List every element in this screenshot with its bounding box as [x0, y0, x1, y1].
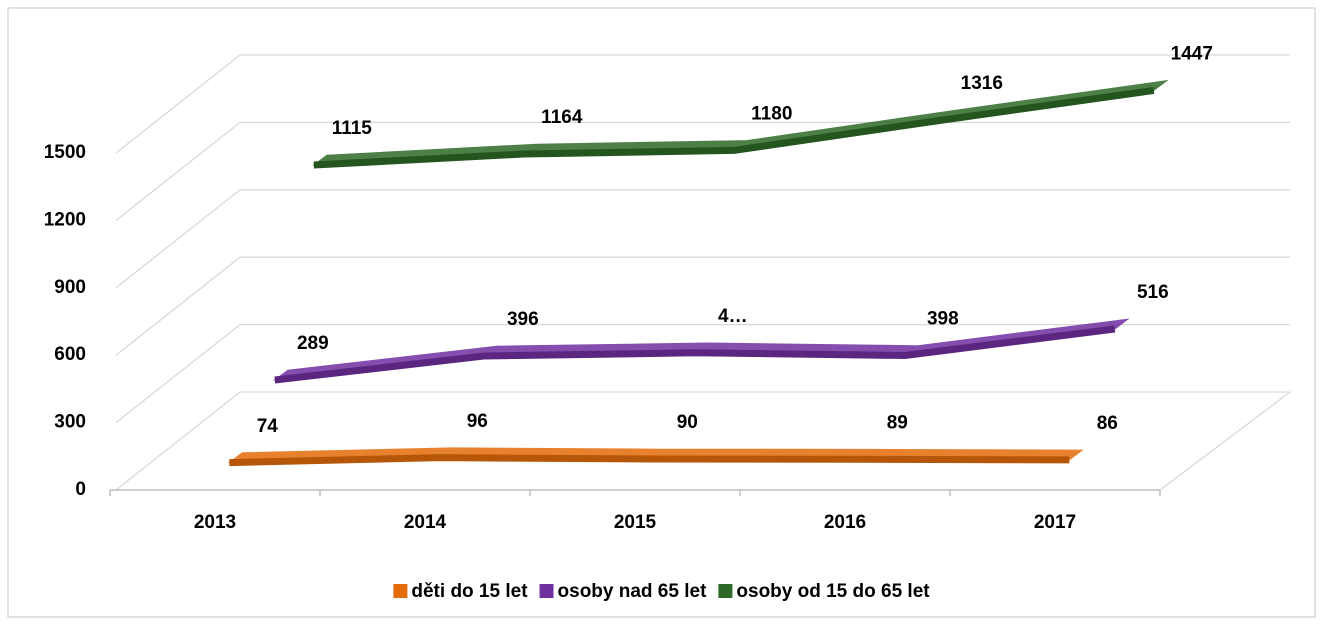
y-tick-label: 0 [75, 479, 86, 500]
y-tick-label: 1200 [44, 209, 86, 230]
legend-label: osoby od 15 do 65 let [736, 581, 930, 602]
floor-edge [1159, 391, 1291, 491]
data-label: 89 [887, 412, 908, 433]
data-label: 1316 [961, 73, 1003, 94]
grid-line [115, 323, 1290, 424]
series-line [313, 86, 1155, 169]
y-tick-label: 600 [54, 344, 86, 365]
y-tick-label: 900 [54, 277, 86, 298]
data-label: 398 [927, 309, 959, 330]
data-label: 1447 [1171, 44, 1213, 65]
data-label: 96 [467, 411, 488, 432]
grid-line [115, 391, 1290, 491]
chart-frame [7, 7, 1316, 618]
y-tick-label: 1500 [44, 142, 86, 163]
data-label: 4… [718, 306, 748, 327]
data-label: 1180 [751, 104, 792, 125]
data-label: 86 [1097, 413, 1118, 434]
data-label: 289 [297, 333, 329, 354]
legend: děti do 15 let osoby nad 65 let osoby od 1… [393, 581, 930, 602]
x-tick-label: 2016 [824, 512, 866, 533]
data-label: 90 [677, 412, 698, 433]
grid-line [115, 189, 1290, 289]
legend-label: osoby nad 65 let [558, 581, 708, 602]
x-tick-label: 2017 [1034, 512, 1076, 533]
grid-line [115, 256, 1290, 356]
x-tick-label: 2015 [614, 512, 657, 533]
x-tick-label: 2014 [404, 512, 447, 533]
data-label: 74 [257, 416, 279, 437]
x-tick-label: 2013 [194, 512, 236, 533]
series-line [229, 454, 1070, 467]
y-tick-label: 300 [54, 412, 86, 433]
data-label: 516 [1137, 282, 1169, 303]
legend-swatch [393, 584, 408, 598]
legend-label: děti do 15 let [411, 581, 528, 602]
data-label: 396 [507, 309, 539, 330]
legend-swatch [539, 584, 554, 598]
grid-line [115, 54, 1290, 154]
legend-swatch [718, 584, 733, 598]
data-label: 1115 [332, 118, 373, 139]
data-label: 1164 [541, 107, 583, 128]
series-line [274, 325, 1116, 384]
